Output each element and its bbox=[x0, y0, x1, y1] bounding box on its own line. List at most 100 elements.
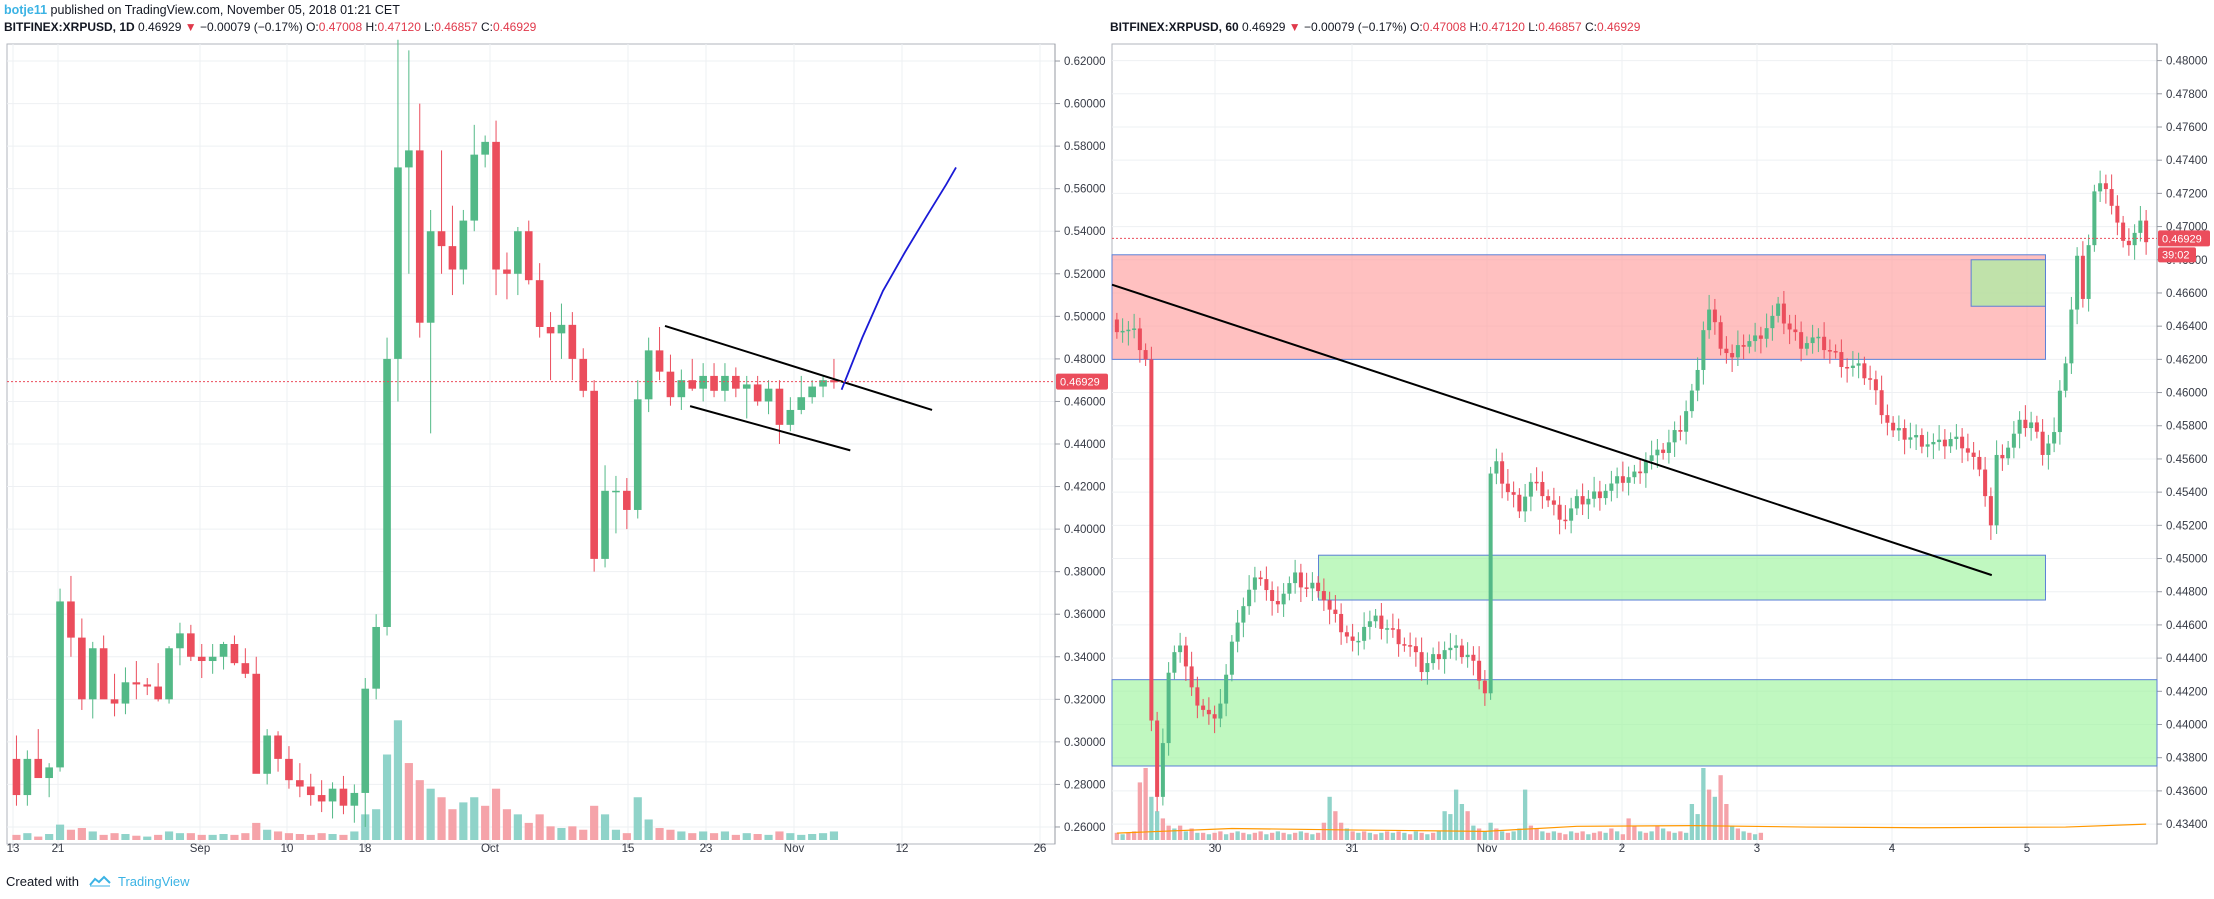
volume-bar bbox=[1183, 831, 1189, 840]
right-close: 0.46929 bbox=[1596, 20, 1641, 34]
candle bbox=[1597, 491, 1602, 499]
volume-bar bbox=[764, 834, 773, 840]
volume-bar bbox=[1580, 831, 1585, 840]
volume-bars bbox=[1114, 768, 1764, 840]
volume-bar bbox=[1396, 831, 1401, 840]
candle bbox=[1873, 379, 1878, 391]
candle bbox=[1442, 650, 1447, 660]
candle bbox=[1816, 336, 1821, 339]
volume-bar bbox=[1160, 818, 1166, 840]
candle bbox=[459, 220, 468, 270]
candle bbox=[1896, 428, 1901, 431]
candle bbox=[1793, 329, 1798, 333]
candle bbox=[12, 758, 21, 796]
y-tick-label: 0.47600 bbox=[2166, 122, 2208, 134]
volume-bar bbox=[77, 828, 86, 840]
candle bbox=[1523, 496, 1528, 512]
candle bbox=[732, 375, 740, 389]
down-arrow-icon: ▼ bbox=[184, 20, 197, 34]
candle bbox=[1270, 590, 1275, 602]
volume-bar bbox=[1189, 828, 1194, 840]
candle bbox=[1678, 430, 1683, 432]
candle bbox=[786, 409, 795, 425]
candle bbox=[1454, 645, 1459, 648]
candle bbox=[1356, 640, 1361, 643]
volume-bar bbox=[808, 834, 817, 840]
candle bbox=[350, 792, 359, 806]
volume-bar bbox=[1752, 834, 1758, 840]
volume-bar bbox=[66, 829, 76, 840]
volume-bar bbox=[1735, 828, 1741, 840]
candle bbox=[623, 490, 631, 510]
candle bbox=[1684, 411, 1689, 432]
candle bbox=[492, 141, 500, 270]
y-tick-label: 0.32000 bbox=[1064, 694, 1106, 706]
volume-bar bbox=[1126, 832, 1131, 840]
volume-bar bbox=[742, 833, 751, 840]
candle bbox=[633, 399, 642, 510]
tradingview-link[interactable]: TradingView bbox=[118, 874, 190, 889]
x-tick-label: 18 bbox=[359, 843, 372, 855]
candle bbox=[721, 375, 729, 391]
candle bbox=[1661, 449, 1666, 453]
volume-bar bbox=[1689, 804, 1695, 840]
candle bbox=[1367, 621, 1372, 627]
candle bbox=[383, 358, 391, 627]
candle bbox=[34, 758, 43, 779]
y-tick-label: 0.46200 bbox=[2166, 354, 2208, 366]
candle bbox=[1672, 430, 1677, 443]
volume-bar bbox=[317, 833, 326, 840]
candle bbox=[285, 758, 293, 781]
author-link[interactable]: botje11 bbox=[4, 3, 48, 17]
volume-bar bbox=[415, 780, 424, 840]
y-tick-label: 0.56000 bbox=[1064, 184, 1106, 196]
candle bbox=[2011, 433, 2016, 448]
candle bbox=[1293, 572, 1298, 584]
candle bbox=[1799, 332, 1804, 349]
candle bbox=[481, 141, 489, 155]
y-tick-label: 0.46600 bbox=[2166, 288, 2208, 300]
volume-bar bbox=[720, 831, 730, 840]
candle bbox=[2126, 240, 2131, 246]
candle bbox=[2115, 205, 2120, 223]
candle bbox=[23, 758, 32, 796]
candle bbox=[1183, 645, 1188, 667]
volume-bar bbox=[1304, 832, 1309, 840]
volume-bar bbox=[1390, 832, 1396, 840]
candle bbox=[470, 154, 479, 221]
volume-bar bbox=[1655, 825, 1660, 840]
candle bbox=[1189, 666, 1194, 688]
volume-bar bbox=[491, 788, 501, 840]
volume-bar bbox=[1643, 832, 1649, 840]
candle bbox=[819, 380, 827, 387]
volume-bar bbox=[1241, 832, 1246, 840]
volume-bar bbox=[1373, 834, 1378, 840]
volume-bar bbox=[1367, 832, 1373, 840]
volume-bar bbox=[481, 805, 490, 840]
candle bbox=[1316, 582, 1321, 592]
candle bbox=[764, 388, 773, 402]
volume-bar bbox=[1143, 768, 1148, 840]
candle bbox=[426, 231, 435, 323]
volume-bar bbox=[775, 831, 784, 840]
volume-bar bbox=[1287, 834, 1292, 840]
candle bbox=[699, 375, 707, 389]
candle bbox=[1500, 461, 1505, 484]
volume-bar bbox=[1442, 811, 1447, 840]
candle bbox=[1448, 647, 1453, 651]
volume-bar bbox=[1712, 796, 1718, 840]
volume-bar bbox=[1614, 831, 1620, 840]
volume-bar bbox=[154, 834, 163, 840]
volume-bar bbox=[666, 829, 675, 840]
volume-bar bbox=[295, 834, 304, 840]
candle bbox=[2092, 191, 2097, 246]
lower-trendline bbox=[689, 405, 851, 452]
volume-bar bbox=[1660, 828, 1666, 840]
y-tick-label: 0.62000 bbox=[1064, 56, 1106, 68]
candle bbox=[601, 490, 609, 559]
volume-bar bbox=[1637, 831, 1643, 840]
volume-bar bbox=[252, 822, 261, 840]
candle bbox=[1166, 672, 1171, 744]
candle bbox=[208, 656, 217, 662]
